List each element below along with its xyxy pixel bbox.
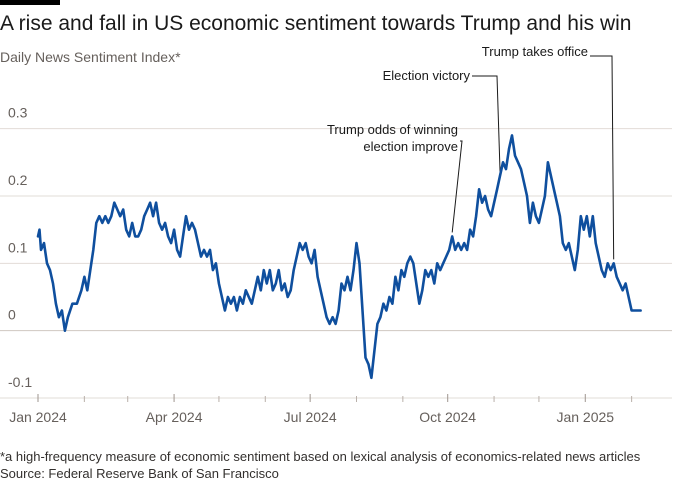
chart-subtitle: Daily News Sentiment Index* <box>0 49 181 65</box>
y-tick-label: 0.1 <box>8 239 28 255</box>
annotation-label: Trump odds of winning <box>327 122 458 137</box>
chart-title: A rise and fall in US economic sentiment… <box>0 12 632 35</box>
y-tick-label: -0.1 <box>8 374 32 390</box>
chart-footer: *a high-frequency measure of economic se… <box>0 448 640 482</box>
y-tick-label: 0 <box>8 307 16 323</box>
y-tick-label: 0.3 <box>8 105 28 121</box>
annotation-label: Trump takes office <box>482 44 588 59</box>
series-line <box>36 134 642 380</box>
annotation-leader-line <box>472 75 501 172</box>
x-tick-label: Oct 2024 <box>419 409 476 425</box>
brand-bar <box>0 0 60 5</box>
y-tick-label: 0.2 <box>8 172 28 188</box>
line-chart: 0.3 0.2 0.1 0 -0.1 Jan 2024 Apr 2024 Jul 2024 Oc… <box>0 44 672 425</box>
x-tick-label: Apr 2024 <box>146 409 203 425</box>
x-tick-label: Jul 2024 <box>284 409 337 425</box>
footnote: *a high-frequency measure of economic se… <box>0 449 641 464</box>
annotation-leader-line <box>590 55 615 260</box>
annotation-label: election improve <box>363 139 458 154</box>
x-tick-label: Jan 2025 <box>556 409 614 425</box>
x-tick-label: Jan 2024 <box>9 409 67 425</box>
annotation-leader-line <box>451 140 463 233</box>
source-note: Source: Federal Reserve Bank of San Fran… <box>0 466 279 481</box>
annotation-label: Election victory <box>383 68 471 83</box>
